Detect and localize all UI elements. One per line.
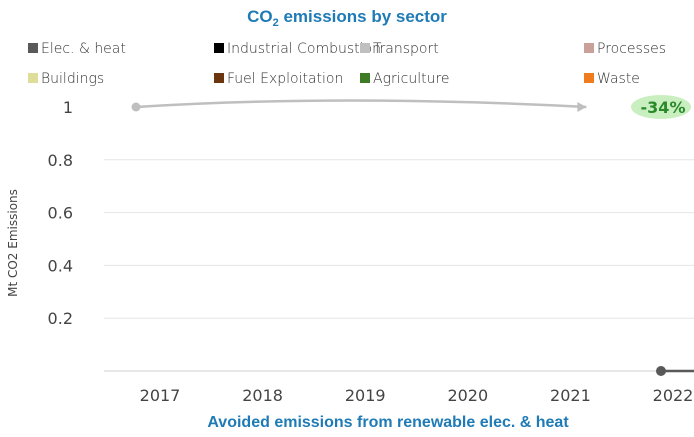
legend-swatch xyxy=(28,73,38,83)
legend-label: Processes xyxy=(597,41,666,57)
y-tick-label: 0.2 xyxy=(48,309,73,328)
legend-label: Fuel Exploitation xyxy=(227,71,343,87)
legend-swatch xyxy=(28,43,38,53)
change-badge-label: -34% xyxy=(641,98,686,117)
chart-title: CO2 emissions by sector xyxy=(247,7,447,29)
legend-swatch xyxy=(214,43,224,53)
y-axis-ticks: 0.2 0.4 0.6 0.8 1 xyxy=(48,98,73,328)
legend-label: Waste xyxy=(597,71,640,87)
x-tick-label: 2021 xyxy=(550,386,591,405)
legend-swatch xyxy=(214,73,224,83)
y-tick-label: 1 xyxy=(63,98,73,117)
x-tick-label: 2017 xyxy=(140,386,181,405)
y-tick-label: 0.8 xyxy=(48,151,73,170)
x-tick-label: 2022 xyxy=(653,386,694,405)
x-tick-label: 2018 xyxy=(242,386,283,405)
y-axis-label: Mt CO2 Emissions xyxy=(6,189,20,297)
y-tick-label: 0.6 xyxy=(48,204,73,223)
y-tick-label: 0.4 xyxy=(48,256,73,275)
legend: Elec. & heat Industrial CombustionTranspo… xyxy=(28,41,666,87)
chart-title-subscript: 2 xyxy=(273,17,279,29)
legend-swatch xyxy=(360,43,370,53)
series-line xyxy=(135,99,587,109)
chart-title-rest: emissions by sector xyxy=(279,7,448,26)
series-group xyxy=(131,99,694,376)
chart-subtitle: Avoided emissions from renewable elec. &… xyxy=(207,414,569,431)
x-axis-ticks: 2017 2018 2019 2020 2021 2022 xyxy=(140,386,694,405)
legend-label: Transport xyxy=(373,41,439,57)
legend-label: Industrial Combustion xyxy=(227,41,381,57)
arrow-head xyxy=(577,102,587,112)
data-point xyxy=(131,102,141,112)
annotation-group: -34% xyxy=(631,95,691,119)
x-tick-label: 2020 xyxy=(447,386,488,405)
chart-title-main: CO xyxy=(247,7,273,26)
x-tick-label: 2019 xyxy=(345,386,386,405)
legend-swatch xyxy=(584,43,594,53)
legend-label: Agriculture xyxy=(373,71,450,87)
legend-swatch xyxy=(360,73,370,83)
change-badge xyxy=(631,95,691,119)
legend-label: Buildings xyxy=(41,71,104,87)
gridlines xyxy=(104,159,694,372)
legend-swatch xyxy=(584,73,594,83)
legend-label: Elec. & heat xyxy=(41,41,126,57)
